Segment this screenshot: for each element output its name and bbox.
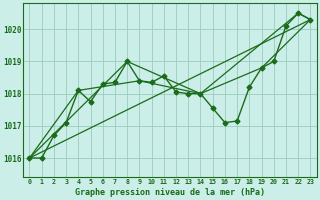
X-axis label: Graphe pression niveau de la mer (hPa): Graphe pression niveau de la mer (hPa): [75, 188, 265, 197]
